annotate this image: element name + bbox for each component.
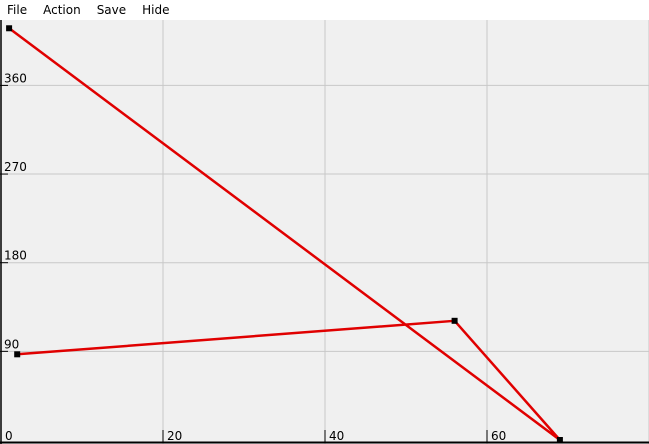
data-point-marker [556, 437, 563, 443]
menu-action[interactable]: Action [43, 3, 81, 17]
menu-bar: File Action Save Hide [0, 0, 649, 20]
line-chart: 0 20 40 60 90 180 270 360 [0, 20, 649, 444]
menu-save[interactable]: Save [96, 3, 127, 17]
x-tick-label: 40 [329, 429, 344, 443]
y-tick-label: 180 [4, 249, 27, 263]
y-tick-label: 360 [4, 71, 27, 85]
menu-file[interactable]: File [7, 3, 28, 17]
y-tick-label: 90 [4, 337, 19, 351]
y-tick-label: 270 [4, 160, 27, 174]
x-tick-label: 0 [5, 429, 13, 443]
data-point-marker [14, 351, 21, 358]
data-point-marker [6, 25, 13, 32]
x-tick-label: 60 [491, 429, 506, 443]
series-line [8, 27, 562, 442]
data-point-marker [451, 317, 458, 324]
menu-hide[interactable]: Hide [142, 3, 170, 17]
plot-area: 0 20 40 60 90 180 270 360 [0, 20, 649, 444]
x-tick-label: 20 [167, 429, 182, 443]
